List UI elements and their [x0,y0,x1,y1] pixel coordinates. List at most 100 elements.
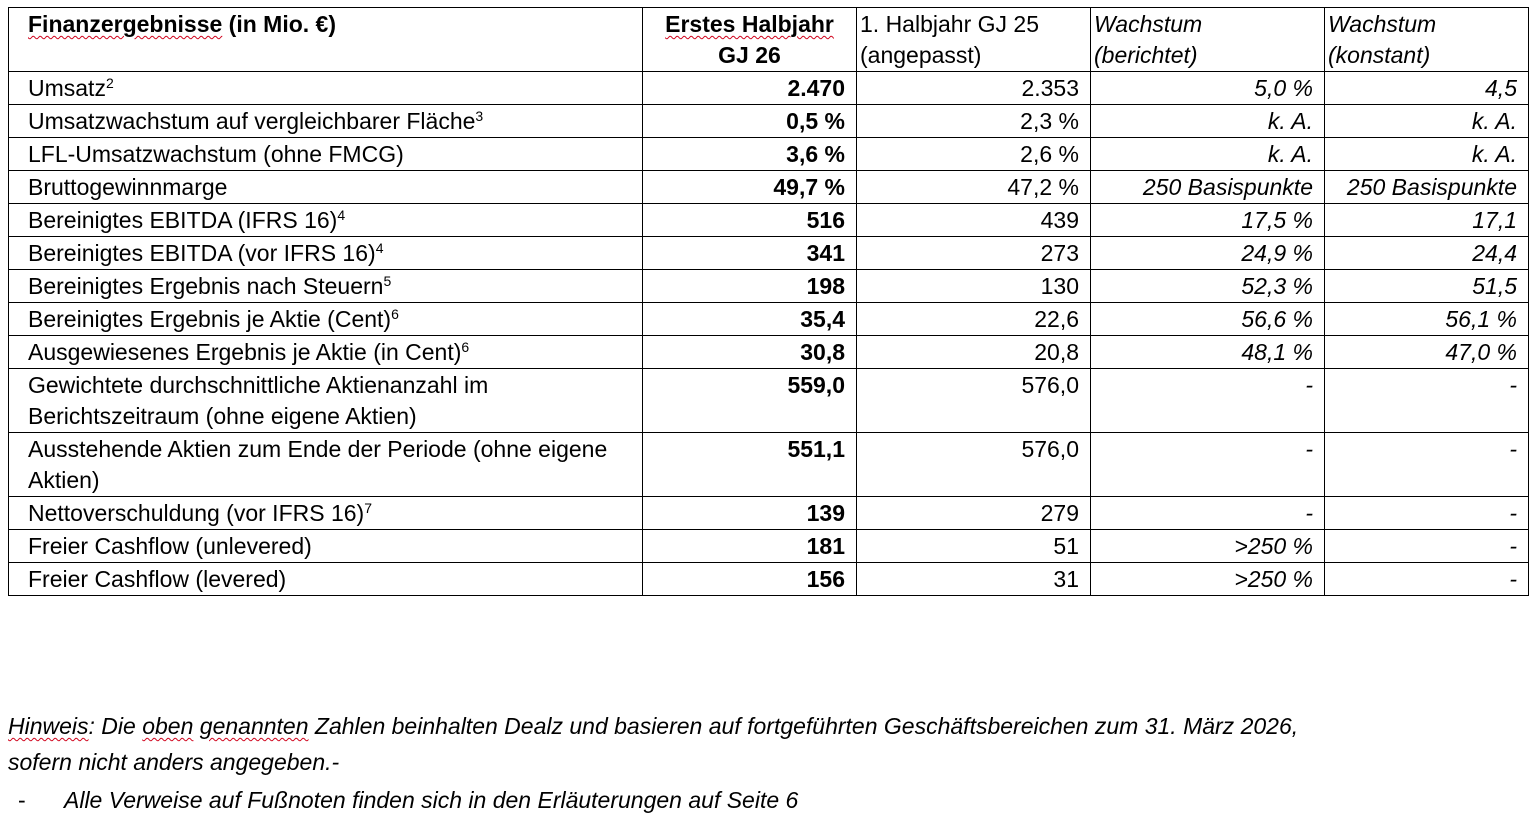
value-h1-fy26: 3,6 % [642,137,857,171]
header-growth-constant: Wachstum (konstant) [1324,7,1529,72]
row-label: Bereinigtes EBITDA (vor IFRS 16)4 [8,236,643,270]
footnote-ref: 4 [337,207,346,223]
header-metric: Finanzergebnisse (in Mio. €) [8,7,643,72]
table-header-row: Finanzergebnisse (in Mio. €) Erstes Halb… [8,7,1529,72]
row-label: Bereinigtes EBITDA (IFRS 16)4 [8,203,643,237]
table-row: Bruttogewinnmarge 49,7 % 47,2 % 250 Basispu… [8,170,1529,204]
value-h1-fy25: 20,8 [856,335,1091,369]
row-label: Gewichtete durchschnittliche Aktienanzah… [8,368,643,433]
value-h1-fy26: 341 [642,236,857,270]
value-h1-fy25: 47,2 % [856,170,1091,204]
growth-reported: k. A. [1090,104,1325,138]
value-h1-fy25: 279 [856,496,1091,530]
growth-constant: - [1324,432,1529,497]
value-h1-fy26: 139 [642,496,857,530]
footnote-ref: 6 [391,306,399,322]
growth-constant: k. A. [1324,137,1529,171]
footnote-ref: 2 [105,75,114,91]
growth-reported: - [1090,496,1325,530]
growth-constant: 17,1 [1324,203,1529,237]
row-label: Freier Cashflow (levered) [8,562,643,596]
value-h1-fy25: 273 [856,236,1091,270]
table-row: Bereinigtes Ergebnis je Aktie (Cent)6 35,… [8,302,1529,336]
table-row: Bereinigtes EBITDA (vor IFRS 16)4 341 273 2… [8,236,1529,270]
growth-reported: >250 % [1090,529,1325,563]
table-row: Freier Cashflow (levered) 156 31 >250 % - [8,562,1529,596]
value-h1-fy26: 30,8 [642,335,857,369]
header-h1-fy26: Erstes Halbjahr GJ 26 [642,7,857,72]
row-label: Nettoverschuldung (vor IFRS 16)7 [8,496,643,530]
value-h1-fy25: 439 [856,203,1091,237]
value-h1-fy25: 2,6 % [856,137,1091,171]
row-label: Bruttogewinnmarge [8,170,643,204]
growth-constant: 51,5 [1324,269,1529,303]
footnote-ref: 3 [475,108,484,124]
growth-constant: 47,0 % [1324,335,1529,369]
footnote-ref: 6 [461,339,470,355]
table-row: Umsatzwachstum auf vergleichbarer Fläche… [8,104,1529,138]
table-row: Bereinigtes EBITDA (IFRS 16)4 516 439 17,5 … [8,203,1529,237]
value-h1-fy25: 576,0 [856,368,1091,433]
row-label: Ausgewiesenes Ergebnis je Aktie (in Cent… [8,335,643,369]
growth-reported: - [1090,368,1325,433]
growth-reported: 24,9 % [1090,236,1325,270]
row-label: LFL-Umsatzwachstum (ohne FMCG) [8,137,643,171]
value-h1-fy25: 130 [856,269,1091,303]
footnote-ref: 4 [375,240,384,256]
growth-reported: 48,1 % [1090,335,1325,369]
growth-constant: - [1324,529,1529,563]
table-row: Nettoverschuldung (vor IFRS 16)7 139 279- - [8,496,1529,530]
value-h1-fy26: 516 [642,203,857,237]
row-label: Freier Cashflow (unlevered) [8,529,643,563]
growth-constant: 250 Basispunkte [1324,170,1529,204]
value-h1-fy25: 576,0 [856,432,1091,497]
growth-reported: 52,3 % [1090,269,1325,303]
growth-reported: 17,5 % [1090,203,1325,237]
value-h1-fy26: 198 [642,269,857,303]
growth-reported: - [1090,432,1325,497]
growth-constant: - [1324,496,1529,530]
header-growth-reported: Wachstum (berichtet) [1090,7,1325,72]
value-h1-fy25: 22,6 [856,302,1091,336]
growth-reported: 5,0 % [1090,71,1325,105]
table-row: Umsatz2 2.470 2.353 5,0 % 4,5 [8,71,1529,105]
growth-reported: >250 % [1090,562,1325,596]
row-label: Ausstehende Aktien zum Ende der Periode … [8,432,643,497]
growth-constant: - [1324,562,1529,596]
table-row: LFL-Umsatzwachstum (ohne FMCG) 3,6 % 2,6 %… [8,137,1529,171]
row-label: Bereinigtes Ergebnis je Aktie (Cent)6 [8,302,643,336]
growth-constant: k. A. [1324,104,1529,138]
value-h1-fy25: 2.353 [856,71,1091,105]
table-row: Freier Cashflow (unlevered) 181 51 >250 % - [8,529,1529,563]
bullet-dash: - [18,787,26,813]
table-row: Gewichtete durchschnittliche Aktienanzah… [8,368,1529,433]
spellcheck-word: genannten [199,713,309,739]
value-h1-fy26: 2.470 [642,71,857,105]
spellcheck-word: Hinweis [8,713,89,739]
table-row: Ausstehende Aktien zum Ende der Periode … [8,432,1529,497]
bullet-text: Alle Verweise auf Fußnoten finden sich i… [64,787,799,813]
value-h1-fy26: 49,7 % [642,170,857,204]
growth-reported: k. A. [1090,137,1325,171]
value-h1-fy26: 559,0 [642,368,857,433]
row-label: Bereinigtes Ergebnis nach Steuern5 [8,269,643,303]
row-label: Umsatz2 [8,71,643,105]
financial-results-table: Finanzergebnisse (in Mio. €) Erstes Halb… [8,7,1529,596]
value-h1-fy25: 51 [856,529,1091,563]
header-h1-fy25: 1. Halbjahr GJ 25 (angepasst) [856,7,1091,72]
growth-constant: - [1324,368,1529,433]
footnote-hint: Hinweis: Die oben genannten Zahlen beinh… [8,713,1299,775]
growth-constant: 4,5 [1324,71,1529,105]
value-h1-fy26: 0,5 % [642,104,857,138]
value-h1-fy26: 181 [642,529,857,563]
table-row: Ausgewiesenes Ergebnis je Aktie (in Cent… [8,335,1529,369]
value-h1-fy25: 31 [856,562,1091,596]
footnote-ref: 5 [383,273,392,289]
growth-constant: 24,4 [1324,236,1529,270]
value-h1-fy26: 35,4 [642,302,857,336]
value-h1-fy26: 551,1 [642,432,857,497]
spellcheck-word: Erstes Halbjahr [665,11,834,37]
footnote-bullet: - Alle Verweise auf Fußnoten finden sich … [8,783,798,817]
row-label: Umsatzwachstum auf vergleichbarer Fläche… [8,104,643,138]
footnote-ref: 7 [364,500,372,516]
